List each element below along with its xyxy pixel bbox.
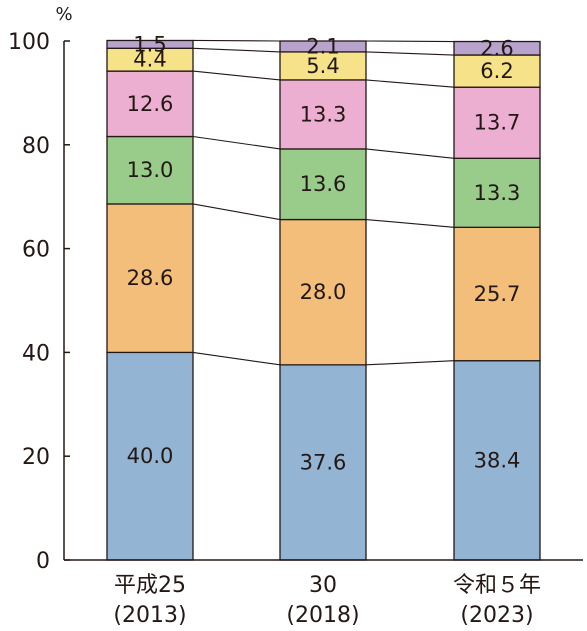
- data-label: 25.7: [474, 282, 521, 306]
- data-label: 28.6: [127, 266, 174, 290]
- connector-line: [192, 70, 281, 81]
- bar-segment: [106, 39, 194, 49]
- bar-segment: [453, 360, 541, 561]
- connector-line: [192, 351, 281, 366]
- bar-segment: [106, 351, 194, 561]
- connector-line: [365, 40, 455, 43]
- bar-stacks: 40.0 28.6 13.0 12.6 4.41.5 37.6 28.0 13.6 13.3 5.…: [106, 32, 541, 561]
- y-tick-label: 0: [36, 549, 50, 574]
- data-label: 4.4: [133, 48, 166, 72]
- bar-segment: [279, 51, 367, 81]
- connector-line: [365, 79, 455, 88]
- y-axis-unit-label: %: [55, 4, 72, 25]
- x-category-year-label: (2018): [286, 603, 359, 628]
- connector-line: [192, 135, 281, 150]
- connector-line: [365, 148, 455, 159]
- data-label: 13.0: [127, 158, 174, 182]
- bar-segment: [453, 40, 541, 56]
- y-tick-label: 100: [8, 30, 50, 55]
- y-tick-label: 60: [22, 238, 50, 263]
- data-label: 40.0: [127, 444, 174, 468]
- data-label: 12.6: [127, 92, 174, 116]
- bar-stack: 38.4 25.7 13.3 13.7 6.22.6: [453, 36, 541, 561]
- connector-line: [365, 218, 455, 228]
- x-category-label: 令和５年: [453, 573, 541, 598]
- bar-segment: [453, 226, 541, 362]
- data-label: 5.4: [306, 54, 339, 78]
- bar-stack: 40.0 28.6 13.0 12.6 4.41.5: [106, 32, 194, 561]
- x-category-label: 30: [309, 573, 337, 598]
- y-axis: 0 20 40 60 80 100: [8, 30, 583, 574]
- bar-stack: 37.6 28.0 13.6 13.3 5.42.1: [279, 34, 367, 561]
- y-tick-label: 20: [22, 445, 50, 470]
- data-label: 28.0: [300, 280, 347, 304]
- data-label: 13.3: [474, 181, 521, 205]
- bar-segment: [279, 40, 367, 53]
- connector-line: [192, 39, 281, 42]
- connector-line: [192, 203, 281, 221]
- connector-lines: [192, 39, 455, 366]
- x-category-label: 平成25: [114, 573, 186, 598]
- bar-segment: [453, 86, 541, 159]
- data-label: 1.5: [133, 32, 166, 56]
- x-category-year-label: (2023): [460, 603, 533, 628]
- data-label: 13.6: [300, 172, 347, 196]
- data-label: 13.3: [300, 102, 347, 126]
- data-label: 6.2: [480, 59, 513, 83]
- data-label: 13.7: [474, 111, 521, 135]
- bar-segment: [279, 148, 367, 221]
- bar-segment: [453, 157, 541, 228]
- connector-line: [365, 51, 455, 56]
- data-label: 2.6: [480, 36, 513, 60]
- data-label: 37.6: [300, 450, 347, 474]
- bar-segment: [279, 79, 367, 150]
- y-tick-label: 40: [22, 341, 50, 366]
- bar-segment: [279, 364, 367, 561]
- bar-segment: [453, 54, 541, 88]
- data-label: 38.4: [474, 448, 521, 472]
- connector-line: [365, 360, 455, 366]
- connector-line: [192, 47, 281, 53]
- bar-segment: [279, 218, 367, 366]
- x-axis-category-labels: 平成25 (2013) 30 (2018) 令和５年 (2023): [113, 573, 541, 628]
- x-category-year-label: (2013): [113, 603, 186, 628]
- y-tick-label: 80: [22, 134, 50, 159]
- data-label: 2.1: [306, 34, 339, 58]
